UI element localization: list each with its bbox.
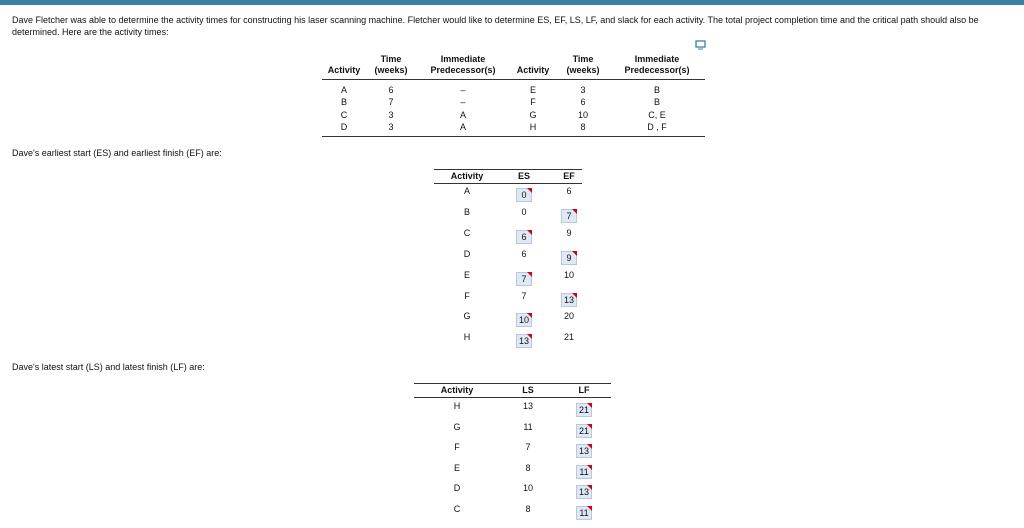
table-cell: 9	[566, 227, 572, 238]
table-cell: 8	[525, 504, 531, 514]
table-rule	[322, 136, 705, 137]
table-cell: 10	[522, 483, 534, 494]
table-cell: H	[463, 332, 471, 343]
answer-input[interactable]: 13	[575, 485, 593, 500]
table-cell: B	[653, 85, 661, 95]
column-header: Activity	[450, 171, 484, 181]
table-cell: 3	[388, 121, 394, 132]
es-ef-label: Dave's earliest start (ES) and earliest …	[12, 148, 222, 158]
table-cell: D , F	[647, 121, 667, 132]
column-header: LF	[578, 385, 590, 395]
table-cell: C, E	[648, 109, 666, 120]
table-cell: D	[340, 121, 348, 132]
column-header: LS	[522, 385, 534, 395]
table-cell: 13	[522, 401, 534, 411]
table-cell: 10	[563, 269, 575, 280]
column-header: Immediate	[440, 54, 486, 64]
table-cell: H	[529, 121, 537, 132]
table-cell: 6	[580, 97, 586, 108]
answer-input[interactable]: 6	[516, 229, 532, 244]
column-header: Predecessor(s)	[430, 65, 496, 75]
table-cell: B	[653, 97, 661, 108]
table-cell: C	[463, 227, 471, 238]
table-cell: 6	[388, 85, 394, 95]
table-cell: A	[459, 109, 467, 120]
table-cell: G	[453, 421, 461, 432]
column-header: (weeks)	[374, 65, 408, 75]
table-cell: E	[529, 85, 537, 95]
table-cell: 0	[521, 206, 527, 217]
table-cell: D	[463, 248, 471, 259]
column-header: Activity	[440, 385, 474, 395]
table-cell: 20	[563, 311, 575, 322]
table-cell: C	[340, 109, 348, 120]
answer-input[interactable]: 13	[515, 334, 533, 349]
table-cell: B	[340, 97, 348, 108]
table-cell: G	[463, 311, 471, 322]
table-cell: –	[460, 85, 466, 95]
answer-input[interactable]: 0	[516, 188, 532, 202]
table-cell: 6	[566, 186, 572, 196]
answer-input[interactable]: 13	[575, 444, 593, 459]
table-cell: F	[530, 97, 536, 108]
table-cell: A	[459, 121, 467, 132]
table-cell: A	[463, 186, 471, 196]
table-rule	[414, 383, 611, 384]
table-rule	[414, 397, 611, 398]
column-header: ES	[517, 171, 531, 181]
column-header: (weeks)	[566, 65, 600, 75]
table-cell: B	[463, 206, 471, 217]
column-header: Immediate	[634, 54, 680, 64]
intro-text: Dave Fletcher was able to determine the …	[12, 15, 979, 37]
table-cell: 8	[580, 121, 586, 132]
column-header: Predecessor(s)	[624, 65, 690, 75]
table-cell: 10	[577, 109, 589, 120]
table-cell: 6	[521, 248, 527, 259]
answer-input[interactable]: 7	[561, 208, 577, 223]
table-cell: F	[464, 290, 470, 301]
table-cell: 11	[523, 421, 533, 432]
table-cell: –	[460, 97, 466, 108]
table-cell: D	[453, 483, 461, 494]
answer-input[interactable]: 21	[575, 423, 593, 438]
table-rule	[434, 169, 582, 170]
table-cell: F	[454, 442, 460, 453]
table-cell: E	[463, 269, 471, 280]
table-cell: 8	[525, 462, 531, 473]
answer-input[interactable]: 9	[561, 250, 577, 265]
table-cell: 7	[525, 442, 531, 453]
column-header: Time	[380, 54, 402, 64]
ls-lf-label: Dave's latest start (LS) and latest fini…	[12, 362, 205, 372]
column-header: Activity	[327, 65, 361, 75]
table-rule	[434, 183, 582, 184]
table-cell: 3	[580, 85, 586, 95]
answer-input[interactable]: 7	[516, 271, 532, 286]
column-header: Time	[572, 54, 594, 64]
table-cell: H	[453, 401, 461, 411]
table-cell: G	[529, 109, 537, 120]
answer-input[interactable]: 21	[575, 403, 593, 417]
table-cell: 7	[521, 290, 527, 301]
edit-icon[interactable]	[695, 40, 707, 50]
table-cell: 21	[563, 332, 575, 343]
column-header: Activity	[516, 65, 550, 75]
answer-input[interactable]: 11	[576, 464, 592, 479]
column-header: EF	[563, 171, 575, 181]
table-cell: E	[453, 462, 461, 473]
table-cell: 7	[388, 97, 394, 108]
top-bar	[0, 0, 1024, 5]
table-rule	[322, 79, 705, 80]
answer-input[interactable]: 10	[515, 313, 533, 328]
table-cell: 3	[388, 109, 394, 120]
answer-input[interactable]: 13	[560, 292, 578, 307]
answer-input[interactable]: 11	[576, 506, 592, 520]
table-cell: A	[340, 85, 348, 95]
table-cell: C	[453, 504, 461, 514]
